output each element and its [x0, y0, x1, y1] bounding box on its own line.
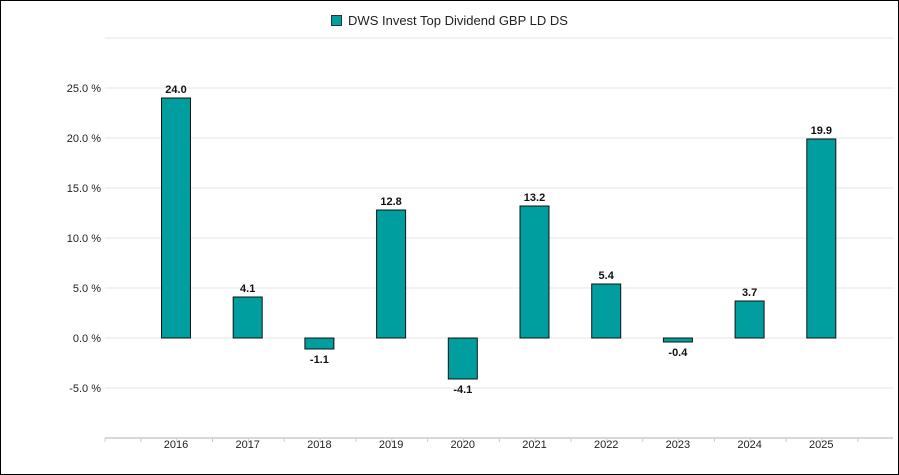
- bar-2021: [519, 205, 550, 339]
- data-label-2024: 3.7: [742, 287, 757, 299]
- bar-2025: [806, 138, 837, 339]
- y-tick-label: -5.0 %: [69, 383, 101, 395]
- x-tick-label: 2017: [235, 439, 259, 451]
- y-tick-label: 15.0 %: [67, 183, 101, 195]
- data-label-2016: 24.0: [165, 84, 186, 96]
- x-tick-label: 2022: [594, 439, 618, 451]
- data-label-2020: -4.1: [453, 384, 472, 396]
- legend-swatch: [331, 15, 343, 26]
- data-label-2025: 19.9: [811, 125, 832, 137]
- bar-2016: [161, 97, 191, 339]
- data-label-2017: 4.1: [240, 283, 255, 295]
- x-tick-label: 2016: [164, 439, 188, 451]
- y-tick-label: 0.0 %: [73, 333, 101, 345]
- bar-2022: [591, 283, 622, 339]
- data-label-2021: 13.2: [524, 192, 545, 204]
- x-tick-label: 2025: [809, 439, 833, 451]
- bar-2018: [304, 337, 335, 350]
- y-tick-label: 5.0 %: [73, 283, 101, 295]
- data-label-2019: 12.8: [380, 196, 401, 208]
- bar-2023: [662, 337, 693, 343]
- data-label-2018: -1.1: [310, 354, 329, 366]
- x-tick-label: 2018: [307, 439, 331, 451]
- bar-2020: [447, 337, 478, 380]
- bar-2024: [734, 300, 765, 339]
- y-tick-label: 25.0 %: [67, 83, 101, 95]
- bar-2019: [376, 209, 407, 339]
- y-tick-label: 20.0 %: [67, 133, 101, 145]
- x-tick-label: 2020: [451, 439, 475, 451]
- chart-legend: DWS Invest Top Dividend GBP LD DS: [0, 13, 899, 28]
- x-tick-label: 2024: [737, 439, 761, 451]
- data-label-2023: -0.4: [668, 347, 688, 359]
- x-tick-label: 2023: [666, 439, 690, 451]
- x-tick-label: 2019: [379, 439, 403, 451]
- legend-label: DWS Invest Top Dividend GBP LD DS: [348, 13, 568, 28]
- y-tick-label: 10.0 %: [67, 233, 101, 245]
- bar-2017: [232, 296, 263, 339]
- x-tick-label: 2021: [522, 439, 546, 451]
- data-label-2022: 5.4: [599, 270, 615, 282]
